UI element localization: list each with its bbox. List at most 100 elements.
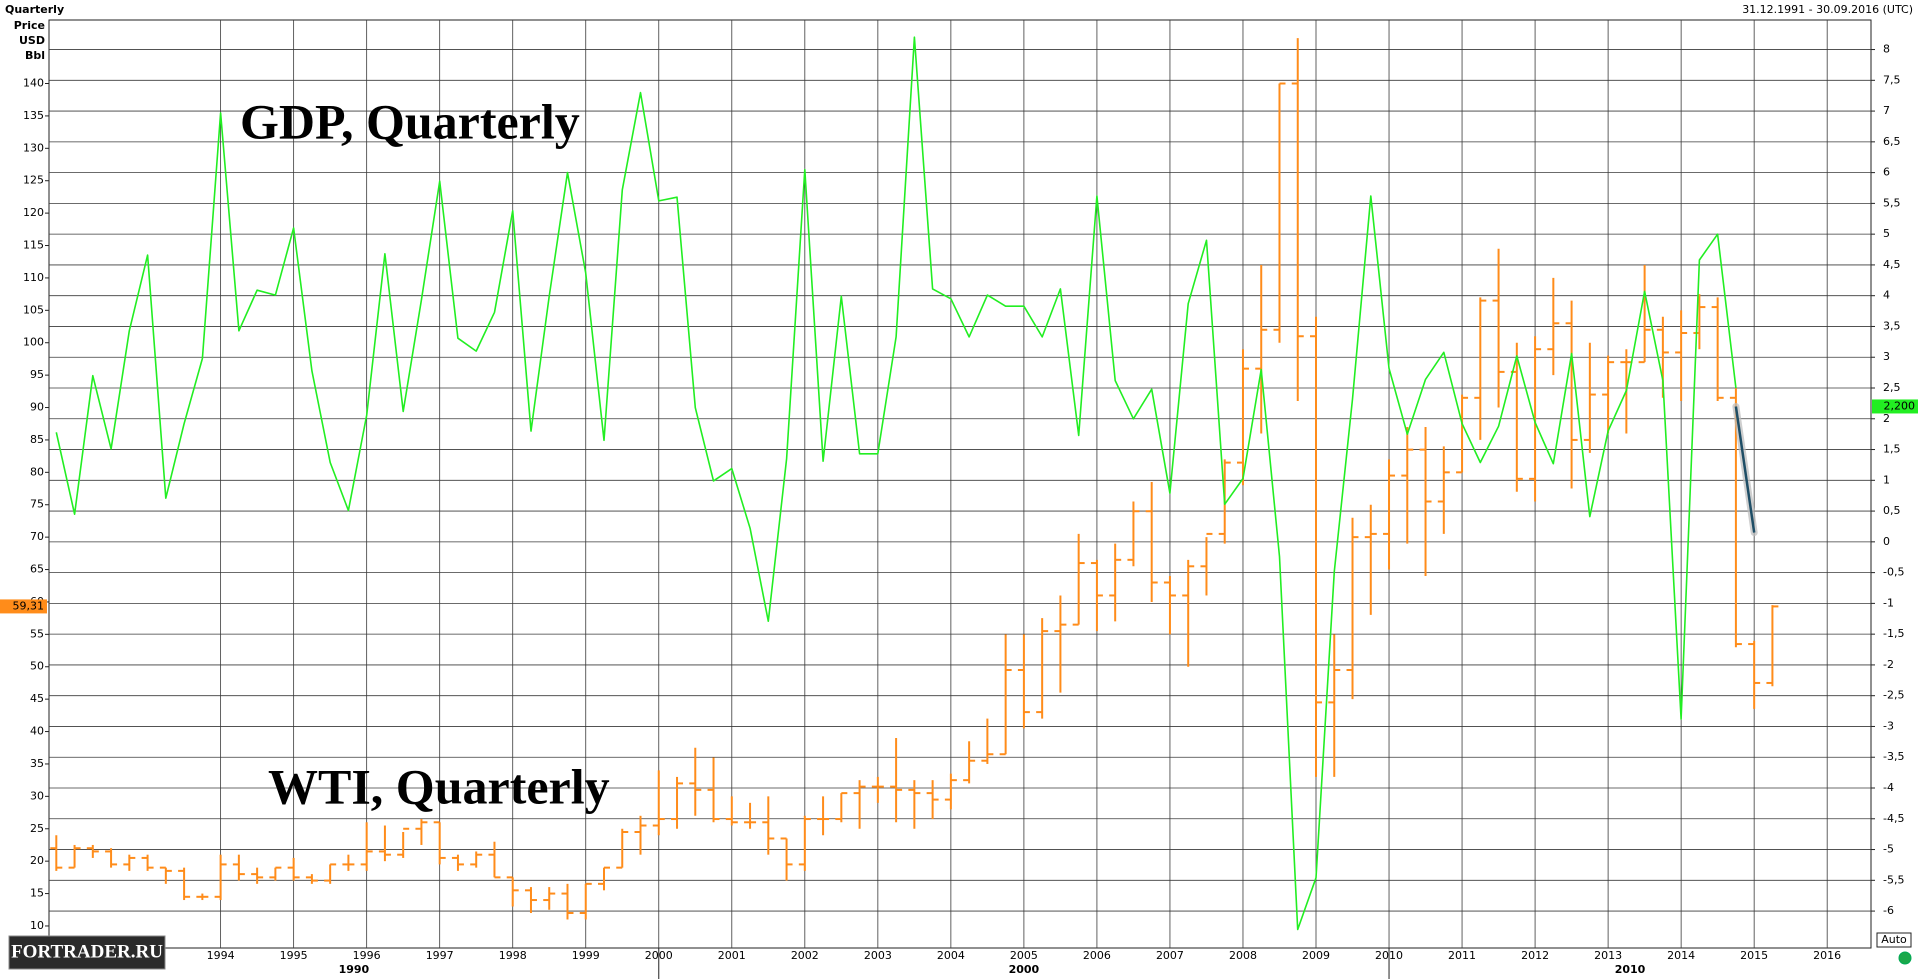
y2-tick-label: 6,5 [1883, 135, 1901, 148]
y2-tick-label: 2 [1883, 412, 1890, 425]
auto-button-label[interactable]: Auto [1881, 933, 1907, 946]
y-tick-label: 65 [30, 563, 44, 576]
y-tick-label: 95 [30, 368, 44, 381]
y-tick-label: 40 [30, 725, 44, 738]
last-value-box [0, 599, 47, 614]
auto-button[interactable] [1876, 932, 1912, 948]
y-tick-label: 100 [23, 336, 44, 349]
x-tick-label: 2009 [1302, 949, 1330, 962]
y2-tick-label: 3 [1883, 350, 1890, 363]
y-tick-label: 90 [30, 401, 44, 414]
x-tick-label: 2011 [1448, 949, 1476, 962]
y2-tick-label: -1,5 [1883, 627, 1904, 640]
logo-box [8, 935, 166, 970]
y2-tick-label: 7 [1883, 104, 1890, 117]
x-tick-label: 2016 [1813, 949, 1841, 962]
y-tick-label: 35 [30, 757, 44, 770]
x-tick-label: 1998 [499, 949, 527, 962]
y-tick-label: 25 [30, 822, 44, 835]
y-tick-label: 125 [23, 174, 44, 187]
y2-tick-label: 3,5 [1883, 319, 1901, 332]
y2-tick-label: 0 [1883, 535, 1890, 548]
y2-tick-label: -0,5 [1883, 566, 1904, 579]
last-value-label: 59,31 [13, 599, 45, 612]
series-name: GDP, Quarterly [240, 93, 580, 149]
x-tick-label: 2001 [718, 949, 746, 962]
y-axis-label: Price [14, 19, 45, 32]
line [55, 36, 1737, 931]
x-tick-label: 2008 [1229, 949, 1257, 962]
y-tick-label: 135 [23, 109, 44, 122]
y2-tick-label: 4,5 [1883, 258, 1901, 271]
y2-tick-label: -5 [1883, 843, 1894, 856]
y-tick-label: 110 [23, 271, 44, 284]
y2-tick-label: 4 [1883, 289, 1890, 302]
y2-tick-label: -6 [1883, 904, 1894, 917]
y2-tick-label: -1 [1883, 596, 1894, 609]
line [1734, 406, 1756, 533]
y-tick-label: 70 [30, 530, 44, 543]
y2-tick-label: -2 [1883, 658, 1894, 671]
y2-tick-label: -4,5 [1883, 812, 1904, 825]
x-tick-label: 2006 [1083, 949, 1111, 962]
y-tick-label: 55 [30, 627, 44, 640]
y-tick-label: 10 [30, 919, 44, 932]
y2-tick-label: 0,5 [1883, 504, 1901, 517]
y-axis-label: Bbl [25, 49, 45, 62]
y2-tick-label: 1,5 [1883, 443, 1901, 456]
y-tick-label: 130 [23, 141, 44, 154]
x-tick-label: 2015 [1740, 949, 1768, 962]
y-tick-label: 140 [23, 77, 44, 90]
y-axis-label: USD [19, 34, 45, 47]
y2-tick-label: 2,5 [1883, 381, 1901, 394]
y-tick-label: 20 [30, 854, 44, 867]
decade-label: 2000 [1009, 963, 1040, 976]
x-tick-label: 1994 [207, 949, 235, 962]
y-tick-label: 105 [23, 303, 44, 316]
x-tick-label: 1995 [280, 949, 308, 962]
y2-tick-label: 6 [1883, 166, 1890, 179]
y2-tick-label: 1 [1883, 473, 1890, 486]
current-value-label: 2,200 [1884, 399, 1916, 412]
plot-area [48, 19, 1872, 949]
y-tick-label: 115 [23, 239, 44, 252]
x-tick-label: 2007 [1156, 949, 1184, 962]
y2-tick-label: -3,5 [1883, 750, 1904, 763]
x-tick-label: 2012 [1521, 949, 1549, 962]
y2-tick-label: -4 [1883, 781, 1894, 794]
y-tick-label: 120 [23, 206, 44, 219]
y2-tick-label: 7,5 [1883, 73, 1901, 86]
y2-tick-label: -3 [1883, 719, 1894, 732]
status-indicator [1898, 951, 1912, 965]
y2-tick-label: -5,5 [1883, 873, 1904, 886]
x-tick-label: 1996 [353, 949, 381, 962]
y2-tick-label: 5,5 [1883, 196, 1901, 209]
x-tick-label: 2003 [864, 949, 892, 962]
current-value-box [1872, 399, 1918, 414]
x-tick-label: 2004 [937, 949, 965, 962]
chart-title: Quarterly [5, 3, 64, 16]
y-tick-label: 45 [30, 692, 44, 705]
y-tick-label: 85 [30, 433, 44, 446]
decade-label: 1990 [339, 963, 370, 976]
series-name: WTI, Quarterly [268, 758, 610, 814]
y2-tick-label: 8 [1883, 43, 1890, 56]
x-tick-label: 2005 [1010, 949, 1038, 962]
logo: FORTRADER.RU [11, 941, 163, 962]
y2-tick-label: 5 [1883, 227, 1890, 240]
y2-tick-label: -2,5 [1883, 689, 1904, 702]
x-tick-label: 2014 [1667, 949, 1695, 962]
y-tick-label: 30 [30, 789, 44, 802]
date-range: 31.12.1991 - 30.09.2016 (UTC) [1742, 3, 1913, 16]
decade-label: 2010 [1615, 963, 1646, 976]
x-tick-label: 2002 [791, 949, 819, 962]
y-tick-label: 80 [30, 465, 44, 478]
y-tick-label: 15 [30, 887, 44, 900]
y-tick-label: 50 [30, 660, 44, 673]
y-tick-label: 75 [30, 498, 44, 511]
x-tick-label: 2013 [1594, 949, 1622, 962]
x-tick-label: 1997 [426, 949, 454, 962]
